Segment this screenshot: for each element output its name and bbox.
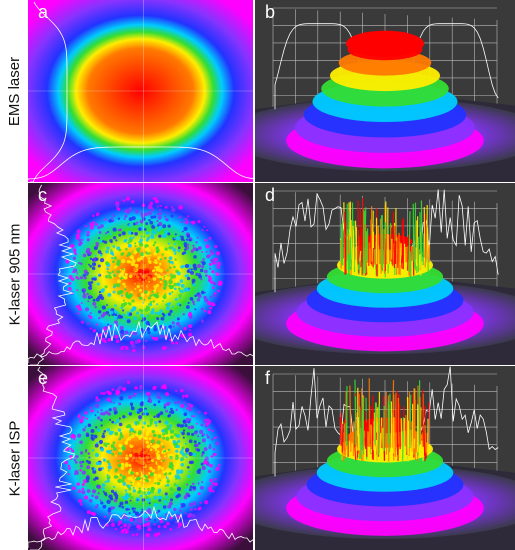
beam-surface-3d <box>255 0 515 182</box>
panel-3d-kisp: f <box>255 366 515 550</box>
panel-letter: a <box>38 2 49 22</box>
panel-letter: e <box>38 368 49 388</box>
panel-letter: b <box>265 2 276 22</box>
panel-2d-ems: a <box>28 0 253 182</box>
panel-2d-kisp: e <box>28 366 253 550</box>
beam-surface-3d <box>255 366 515 550</box>
panel-letter: f <box>265 368 271 388</box>
panel-letter: d <box>265 185 276 205</box>
beam-surface-3d <box>255 183 515 365</box>
panel-3d-ems: b <box>255 0 515 182</box>
row-label-k905: K-laser 905 nm <box>6 223 24 325</box>
row-label-ems: EMS laser <box>6 56 24 126</box>
row-label-kisp: K-laser ISP <box>6 420 24 496</box>
panel-letter: c <box>38 185 47 205</box>
beam-image-2d <box>28 0 253 182</box>
beam-image-2d <box>28 366 253 550</box>
beam-image-2d <box>28 183 253 365</box>
panel-3d-k905: d <box>255 183 515 365</box>
panel-2d-k905: c <box>28 183 253 365</box>
